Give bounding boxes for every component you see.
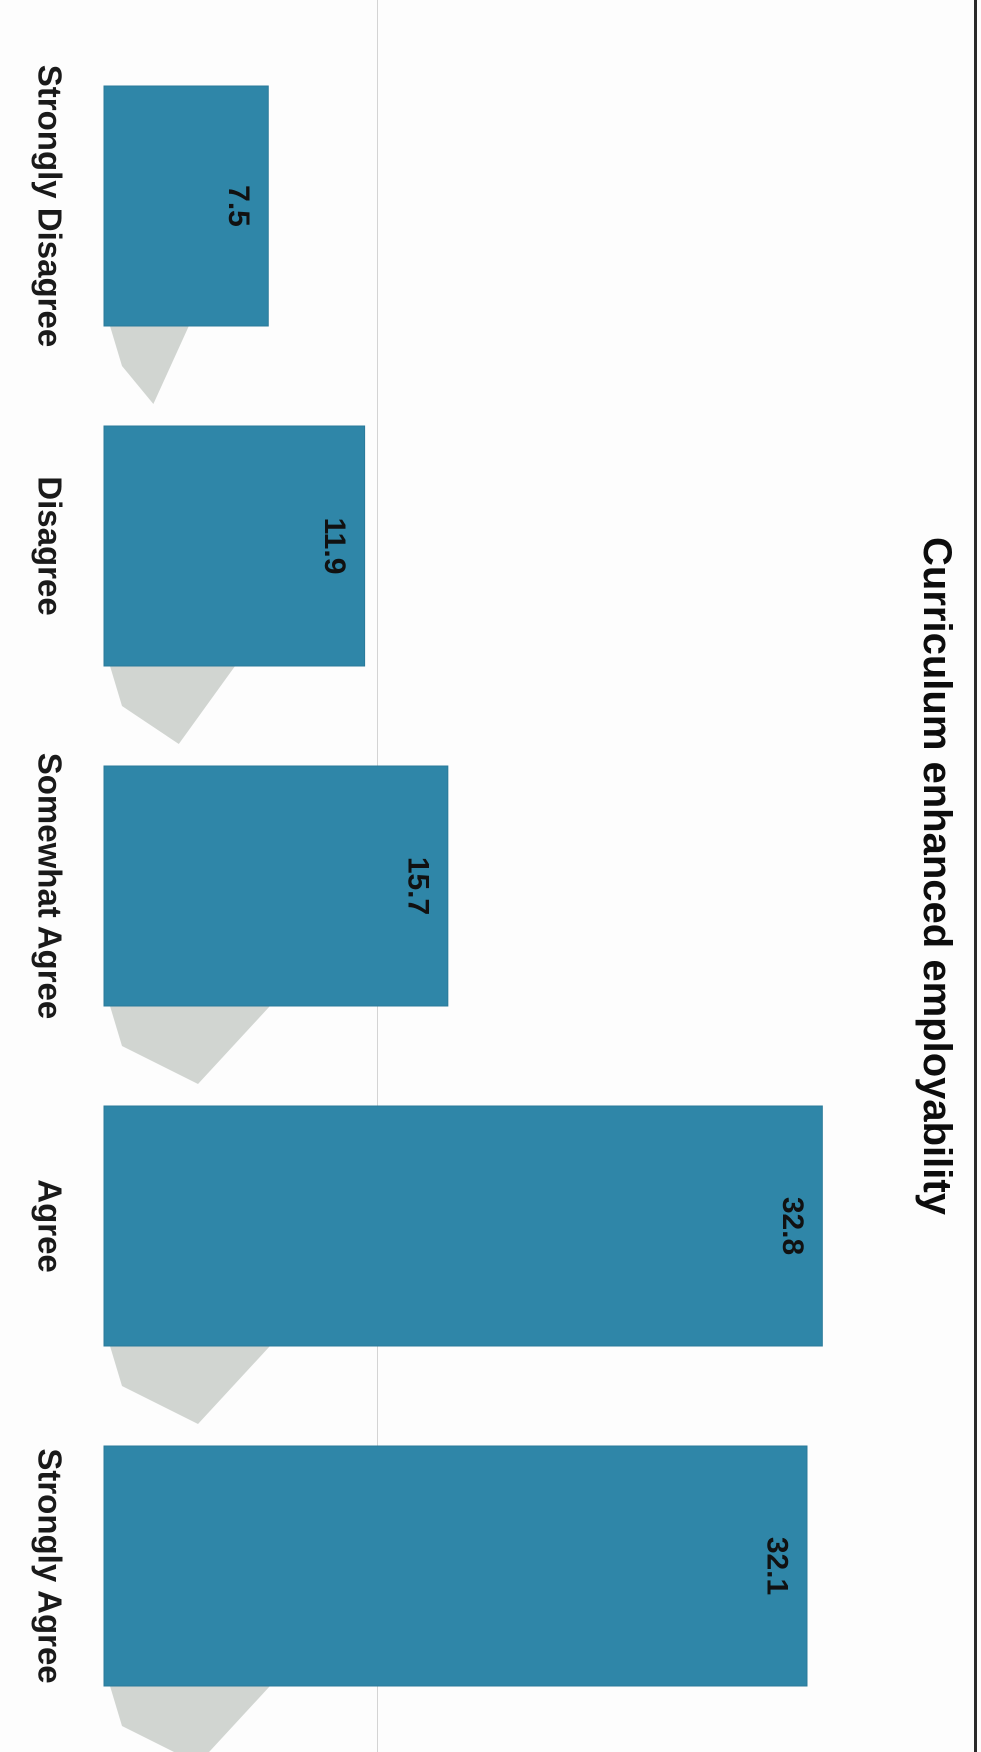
value-label: 32.1 [760, 1537, 793, 1595]
bars-group [103, 85, 823, 1687]
bar-shadow [110, 1686, 270, 1752]
bar-strongly-disagree [103, 85, 269, 327]
value-labels-group: 7.5 11.9 15.7 32.8 32.1 [222, 185, 809, 1595]
category-label: Strongly Agree [32, 1448, 69, 1683]
bar-somewhat-agree [103, 765, 449, 1007]
chart-title: Curriculum enhanced employability [915, 537, 959, 1216]
bar-strongly-agree [103, 1445, 808, 1687]
bar-shadow [110, 1346, 270, 1424]
category-label: Somewhat Agree [32, 753, 69, 1020]
category-label: Strongly Disagree [32, 65, 69, 347]
bar-shadow [110, 1006, 270, 1084]
bar-shadow [110, 666, 236, 744]
value-label: 11.9 [318, 518, 351, 575]
category-label: Agree [32, 1179, 69, 1273]
bar-disagree [103, 425, 366, 667]
bar-shadow [110, 326, 189, 404]
category-label: Disagree [32, 476, 69, 615]
value-label: 15.7 [401, 857, 434, 915]
value-label: 32.8 [776, 1197, 809, 1255]
bar-agree [103, 1105, 823, 1347]
bar-shadows [110, 326, 270, 1752]
category-labels-group: Strongly Disagree Disagree Somewhat Agree A… [32, 65, 69, 1684]
value-label: 7.5 [222, 185, 255, 227]
